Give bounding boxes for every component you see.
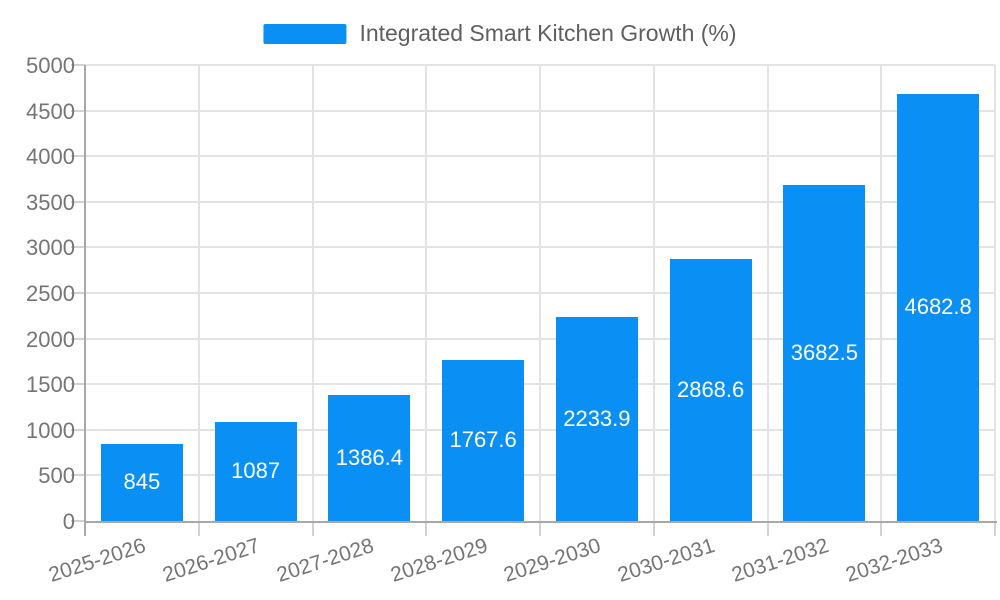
y-axis-label: 5000 [26, 53, 75, 78]
y-axis-label: 1500 [26, 372, 75, 398]
bar-value-label: 1767.6 [449, 427, 517, 453]
x-axis-label: 2026-2027 [160, 534, 263, 587]
bar-2028-2029[interactable]: 1767.6 [442, 359, 525, 521]
legend-item[interactable]: Integrated Smart Kitchen Growth (%) [263, 20, 737, 47]
x-tick [880, 523, 883, 536]
y-tick [71, 474, 85, 477]
bar-2029-2030[interactable]: 2233.9 [555, 317, 638, 521]
x-tick [539, 523, 541, 536]
y-tick [71, 428, 85, 431]
x-tick [311, 523, 314, 536]
bar-value-label: 2233.9 [563, 406, 631, 432]
x-tick [994, 523, 996, 536]
x-axis-label: 2031-2032 [728, 534, 832, 587]
bar-value-label: 3682.5 [790, 340, 859, 366]
y-tick [71, 520, 85, 522]
bar-value-label: 845 [123, 469, 161, 495]
x-gridline [311, 65, 314, 521]
bar-value-label: 4682.8 [904, 294, 972, 320]
y-axis-label: 2500 [26, 281, 75, 306]
bar-2031-2032[interactable]: 3682.5 [783, 185, 866, 521]
y-tick [71, 246, 85, 249]
y-axis-label: 4500 [26, 98, 75, 124]
x-gridline [197, 65, 200, 521]
x-tick [652, 523, 655, 536]
y-axis-label: 4000 [26, 144, 75, 170]
bar-2032-2033[interactable]: 4682.8 [897, 93, 980, 521]
bar-value-label: 1087 [231, 458, 281, 484]
x-tick [425, 523, 428, 536]
bar-value-label: 2868.6 [676, 377, 745, 403]
bar-2027-2028[interactable]: 1386.4 [328, 394, 411, 521]
y-axis-label: 2000 [26, 326, 75, 352]
legend-swatch-icon [263, 23, 347, 44]
y-axis-line [84, 65, 86, 536]
x-tick [766, 523, 769, 536]
bar-value-label: 1386.4 [335, 444, 404, 470]
x-gridline [425, 65, 428, 521]
y-axis-label: 1000 [26, 417, 75, 443]
y-tick [71, 337, 85, 340]
x-gridline [539, 65, 541, 521]
y-tick [71, 109, 85, 112]
bar-2030-2031[interactable]: 2868.6 [669, 259, 752, 521]
x-axis-label: 2025-2026 [46, 534, 149, 587]
x-axis-label: 2032-2033 [842, 534, 946, 587]
y-tick [71, 155, 85, 158]
x-axis-label: 2028-2029 [387, 534, 491, 587]
y-tick [71, 383, 85, 386]
y-axis-label: 3500 [26, 189, 75, 215]
x-tick [197, 523, 200, 536]
x-gridline [994, 65, 996, 521]
x-axis-label: 2030-2031 [615, 534, 718, 587]
y-axis-label: 3000 [26, 235, 75, 261]
y-tick [71, 292, 85, 294]
x-gridline [766, 65, 769, 521]
x-axis-label: 2029-2030 [501, 534, 604, 587]
y-tick [71, 200, 85, 203]
y-axis-label: 500 [38, 463, 75, 489]
bar-2026-2027[interactable]: 1087 [214, 421, 297, 521]
x-axis-line [85, 521, 997, 523]
y-axis-label: 0 [62, 509, 75, 534]
x-gridline [652, 65, 655, 521]
legend-label: Integrated Smart Kitchen Growth (%) [359, 20, 737, 46]
bar-2025-2026[interactable]: 845 [100, 443, 183, 521]
y-tick [71, 64, 85, 66]
x-axis-label: 2027-2028 [273, 534, 377, 587]
x-gridline [880, 65, 883, 521]
